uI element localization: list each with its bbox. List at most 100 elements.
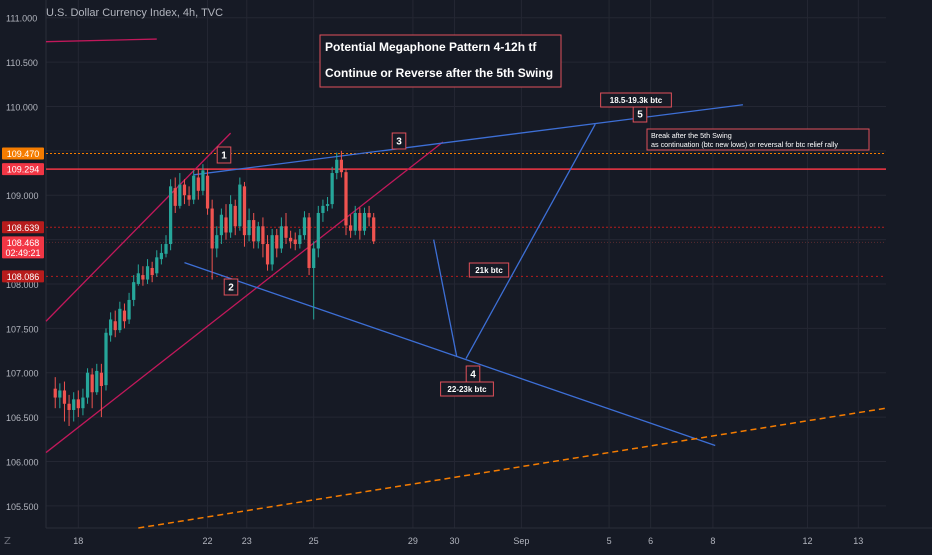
trendline-orange-dashed <box>138 407 887 529</box>
candle-body <box>233 205 237 227</box>
btc-label-21k: 21k btc <box>475 266 503 275</box>
x-tick-label: 8 <box>710 536 715 546</box>
candle-body <box>210 208 214 249</box>
candle-body <box>136 273 140 284</box>
trendline-blue-lower <box>184 262 716 447</box>
candle-body <box>72 399 76 410</box>
x-tick-label: 23 <box>242 536 252 546</box>
y-tick-label: 107.000 <box>6 369 39 379</box>
candle-body <box>265 244 270 265</box>
candle-body <box>238 184 242 227</box>
candle-body <box>349 225 353 231</box>
candle-body <box>118 308 122 331</box>
candle-body <box>90 374 94 393</box>
candle-body <box>224 217 228 233</box>
y-tick-label: 106.000 <box>6 457 39 467</box>
candle-body <box>219 214 223 236</box>
candle-body <box>159 252 163 260</box>
note-box <box>646 128 870 151</box>
y-tick-label: 105.500 <box>6 502 39 512</box>
y-tick-label: 109.000 <box>6 191 39 201</box>
candle-body <box>95 370 99 393</box>
candle-body <box>242 186 247 236</box>
price-tag: 109.294 <box>7 165 40 175</box>
pattern-subtitle: Continue or Reverse after the 5th Swing <box>325 66 553 80</box>
chart-title: U.S. Dollar Currency Index, 4h, TVC <box>46 7 224 19</box>
candle-body <box>58 390 62 398</box>
price-tag: 108.086 <box>7 272 40 282</box>
candle-body <box>113 321 117 331</box>
candle-body <box>215 235 219 249</box>
wave-label-4: 4 <box>470 370 476 381</box>
timezone-mark[interactable]: Z <box>4 536 11 547</box>
candle-body <box>132 282 136 300</box>
wave-label-3: 3 <box>396 137 402 148</box>
candle-body <box>196 177 200 191</box>
candle-body <box>155 257 159 274</box>
candle-body <box>205 175 210 209</box>
price-tag-bg <box>2 147 44 160</box>
candle-body <box>141 275 145 280</box>
candle-body <box>353 212 357 231</box>
candle-body <box>53 388 57 398</box>
candle-body <box>330 173 334 205</box>
price-tag-countdown: 02:49:21 <box>5 248 40 258</box>
y-tick-label: 107.500 <box>6 324 39 334</box>
candle-body <box>321 205 325 213</box>
candle-body <box>109 319 113 336</box>
candle-body <box>293 239 297 245</box>
candle-body <box>298 235 302 245</box>
candle-body <box>275 235 279 249</box>
x-tick-label: 5 <box>607 536 612 546</box>
candle-body <box>62 390 67 404</box>
x-tick-label: 29 <box>408 536 418 546</box>
price-tag-bg <box>2 270 44 283</box>
note-line-2: as continuation (btc new lows) or revers… <box>651 140 838 149</box>
x-tick-label: 6 <box>648 536 653 546</box>
candle-body <box>229 204 233 233</box>
candle-body <box>367 212 371 218</box>
candle-body <box>339 159 343 173</box>
x-tick-label: 18 <box>73 536 83 546</box>
candle-body <box>270 235 274 265</box>
x-tick-label: Sep <box>513 536 529 546</box>
candle-body <box>325 204 330 206</box>
wave-label-2-box <box>223 278 239 296</box>
candle-body <box>372 217 376 242</box>
pattern-title: Potential Megaphone Pattern 4-12h tf <box>325 40 537 54</box>
projection-drop <box>433 239 458 357</box>
candle-body <box>173 188 177 206</box>
price-tag-bg <box>2 163 44 176</box>
candle-body <box>247 220 251 236</box>
candle-body <box>178 184 182 206</box>
candle-body <box>187 195 191 200</box>
trendline-top-left <box>45 38 157 43</box>
x-tick-label: 30 <box>449 536 459 546</box>
candle-body <box>192 175 196 200</box>
wave-label-2: 2 <box>228 283 234 294</box>
price-tag: 109.470 <box>7 149 40 159</box>
x-tick-label: 12 <box>803 536 813 546</box>
candle-body <box>362 212 367 231</box>
btc-label-21k-box <box>468 262 510 278</box>
candle-body <box>67 403 71 410</box>
candle-body <box>182 184 187 196</box>
x-tick-label: 22 <box>203 536 213 546</box>
x-tick-label: 13 <box>853 536 863 546</box>
projection-rise <box>465 123 596 359</box>
wave-label-3-box <box>391 132 407 150</box>
wave-label-5: 5 <box>637 110 643 121</box>
btc-label-4-box <box>440 381 494 397</box>
trendline-pink-lower <box>45 141 444 454</box>
y-tick-label: 106.500 <box>6 413 39 423</box>
candle-body <box>122 310 127 322</box>
btc-label-4: 22-23k btc <box>447 385 487 394</box>
y-tick-label: 110.000 <box>6 102 38 112</box>
candle-body <box>312 248 316 268</box>
candle-body <box>335 159 339 174</box>
candle-body <box>279 226 283 249</box>
candle-body <box>164 244 168 254</box>
